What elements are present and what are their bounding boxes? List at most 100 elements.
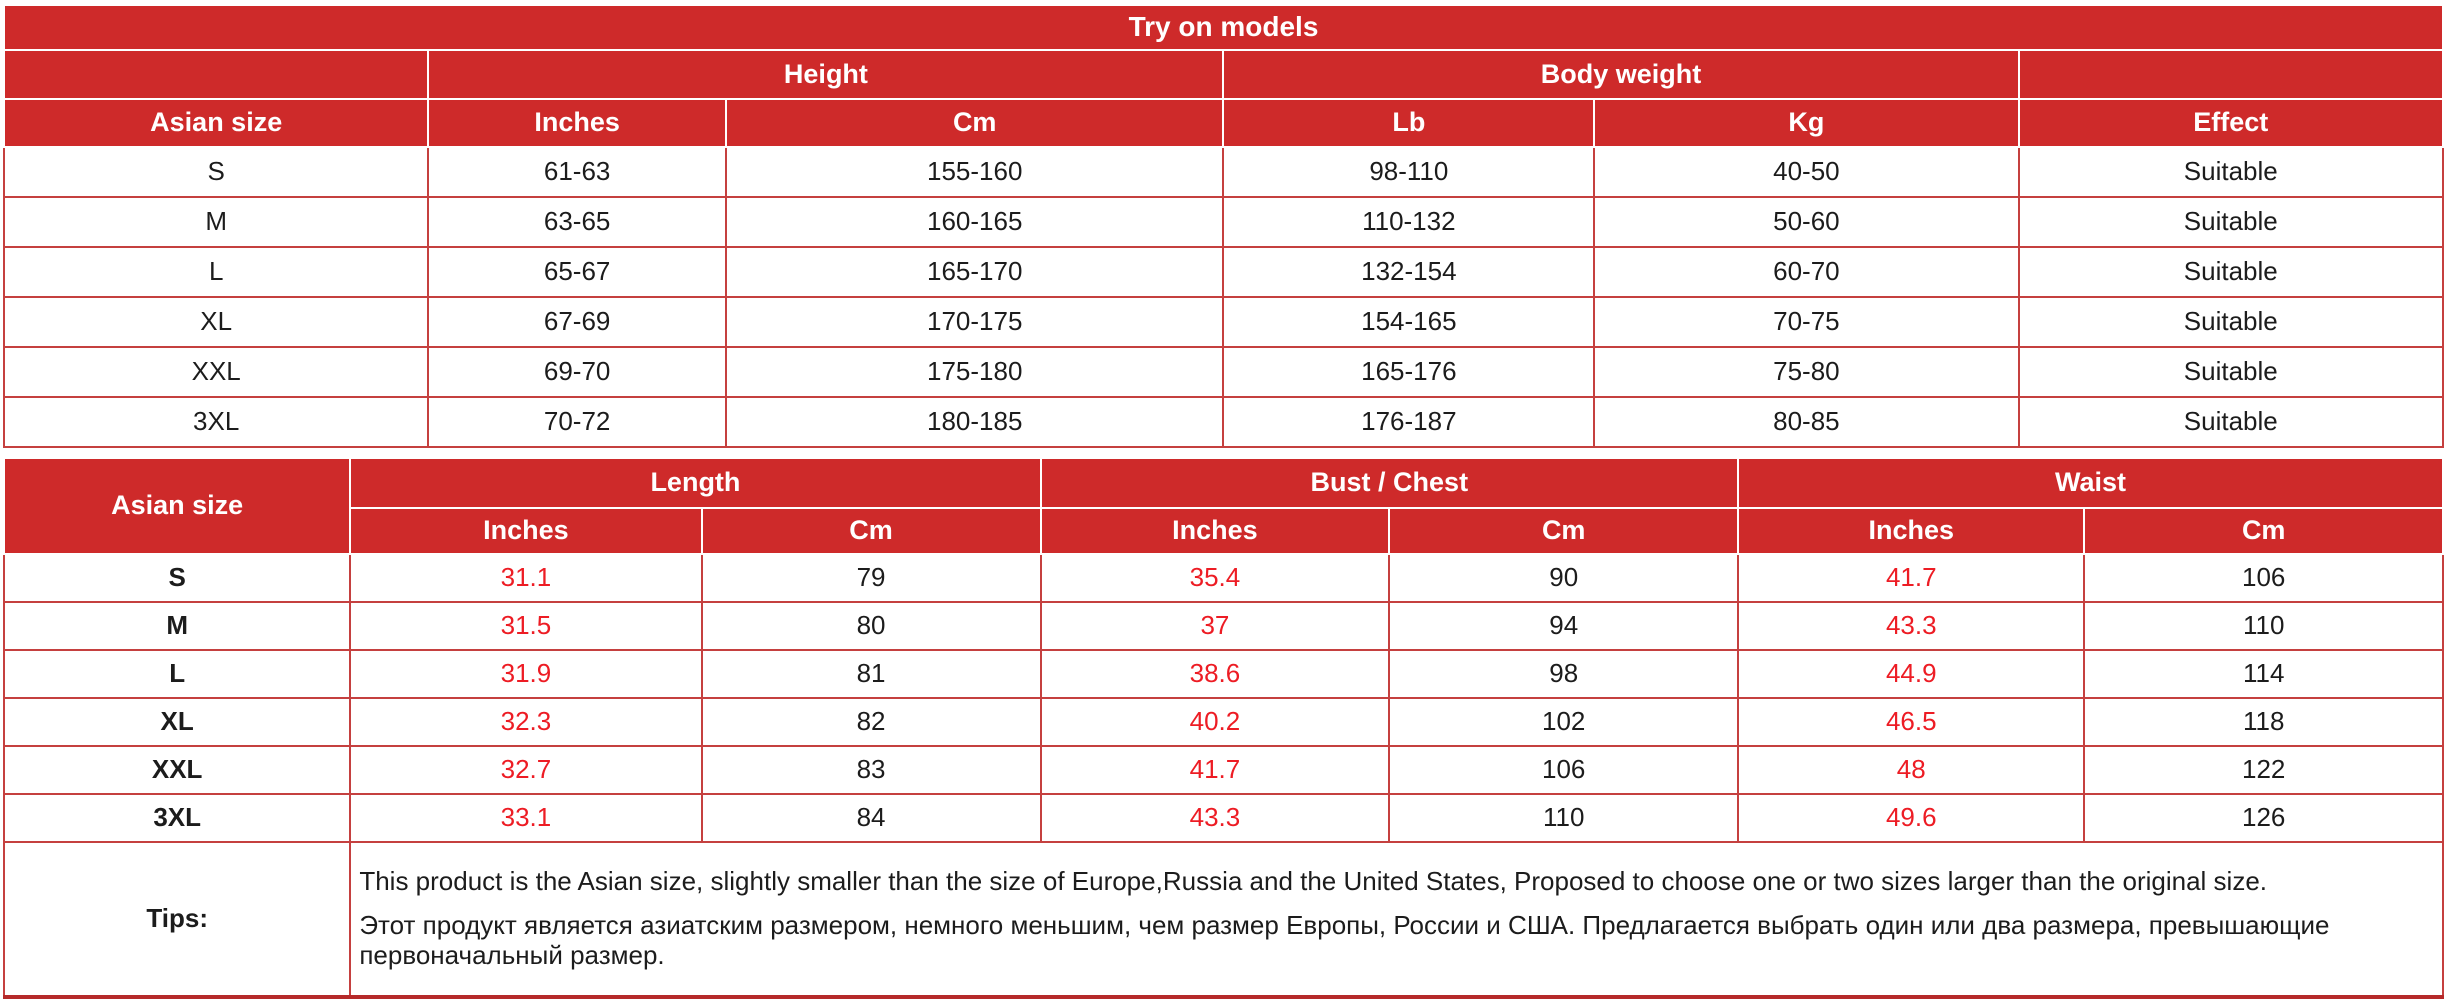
table1-row-L: L 65-67 165-170 132-154 60-70 Suitable	[2, 246, 2445, 298]
height-inches-cell: 65-67	[427, 246, 727, 298]
measurements-table: Asian size Length Bust / Chest Waist Inc…	[2, 457, 2444, 999]
table1-body-weight-group-header: Body weight	[1222, 49, 2020, 100]
table2-subheader-row: Inches Cm Inches Cm Inches Cm	[4, 507, 2444, 555]
table2-waist-group-header: Waist	[1737, 457, 2444, 509]
length-cm-cell: 79	[700, 553, 1042, 603]
table1-lb-header: Lb	[1222, 98, 1596, 148]
tips-row: Tips: This product is the Asian size, sl…	[2, 841, 2444, 998]
waist-cm-cell: 106	[2083, 553, 2444, 603]
length-cm-cell: 84	[700, 793, 1042, 843]
waist-inches-cell: 41.7	[1737, 553, 2086, 603]
waist-cm-cell: 118	[2083, 697, 2444, 747]
size-cell: M	[2, 196, 430, 248]
length-inches-cell: 31.9	[349, 649, 703, 699]
length-inches-cell: 31.1	[349, 553, 703, 603]
table2-bust-inches-header: Inches	[1039, 507, 1391, 555]
table1-effect-header: Effect	[2017, 98, 2445, 148]
length-cm-cell: 82	[700, 697, 1042, 747]
table1-blank-right-cell	[2017, 49, 2445, 100]
waist-inches-cell: 49.6	[1737, 793, 2086, 843]
length-cm-cell: 83	[700, 745, 1042, 795]
table1-inches-header: Inches	[427, 98, 727, 148]
bust-cm-cell: 94	[1388, 601, 1740, 651]
bust-inches-cell: 37	[1039, 601, 1391, 651]
size-cell: XL	[2, 697, 352, 747]
height-cm-cell: 160-165	[724, 196, 1225, 248]
table1-cm-header: Cm	[724, 98, 1225, 148]
table2-row-S: S 31.1 79 35.4 90 41.7 106	[2, 553, 2444, 603]
table2-waist-inches-header: Inches	[1737, 507, 2086, 555]
tips-line-english: This product is the Asian size, slightly…	[359, 866, 2268, 896]
bust-cm-cell: 98	[1388, 649, 1740, 699]
height-cm-cell: 165-170	[724, 246, 1225, 298]
size-cell: 3XL	[2, 793, 352, 843]
effect-cell: Suitable	[2017, 296, 2445, 348]
table2-length-group-header: Length	[349, 457, 1042, 509]
try-on-models-table: Try on models Height Body weight Asian s…	[2, 4, 2445, 448]
table1-group-header-row: Height Body weight	[2, 49, 2445, 100]
bust-cm-cell: 106	[1388, 745, 1740, 795]
weight-kg-cell: 70-75	[1593, 296, 2020, 348]
length-inches-cell: 33.1	[349, 793, 703, 843]
waist-cm-cell: 126	[2083, 793, 2444, 843]
bust-inches-cell: 40.2	[1039, 697, 1391, 747]
table1-row-3XL: 3XL 70-72 180-185 176-187 80-85 Suitable	[2, 396, 2445, 448]
table1-blank-left-cell	[2, 49, 430, 100]
waist-cm-cell: 110	[2083, 601, 2444, 651]
tips-content: This product is the Asian size, slightly…	[349, 841, 2444, 998]
bust-cm-cell: 110	[1388, 793, 1740, 843]
weight-kg-cell: 80-85	[1593, 396, 2020, 448]
height-inches-cell: 63-65	[427, 196, 727, 248]
height-inches-cell: 67-69	[427, 296, 727, 348]
size-cell: S	[2, 553, 352, 603]
size-cell: XXL	[2, 745, 352, 795]
tips-label: Tips:	[2, 841, 352, 998]
waist-cm-cell: 122	[2083, 745, 2444, 795]
weight-lb-cell: 176-187	[1222, 396, 1596, 448]
length-inches-cell: 31.5	[349, 601, 703, 651]
weight-lb-cell: 110-132	[1222, 196, 1596, 248]
table2-row-L: L 31.9 81 38.6 98 44.9 114	[2, 649, 2444, 699]
waist-inches-cell: 43.3	[1737, 601, 2086, 651]
table2-row-XXL: XXL 32.7 83 41.7 106 48 122	[2, 745, 2444, 795]
weight-kg-cell: 40-50	[1593, 146, 2020, 198]
table1-row-S: S 61-63 155-160 98-110 40-50 Suitable	[2, 146, 2445, 198]
size-cell: S	[2, 146, 430, 198]
table2-bust-chest-group-header: Bust / Chest	[1039, 457, 1740, 509]
table2-group-header-row: Asian size Length Bust / Chest Waist	[2, 457, 2444, 555]
table2-length-cm-header: Cm	[700, 507, 1042, 555]
table1-height-group-header: Height	[427, 49, 1225, 100]
table1-row-M: M 63-65 160-165 110-132 50-60 Suitable	[2, 196, 2445, 248]
table2-row-3XL: 3XL 33.1 84 43.3 110 49.6 126	[2, 793, 2444, 843]
height-cm-cell: 155-160	[724, 146, 1225, 198]
table1-kg-header: Kg	[1593, 98, 2020, 148]
table1-title-row: Try on models	[3, 4, 2444, 51]
effect-cell: Suitable	[2017, 246, 2445, 298]
table2-row-M: M 31.5 80 37 94 43.3 110	[2, 601, 2444, 651]
height-cm-cell: 175-180	[724, 346, 1225, 398]
size-cell: L	[2, 246, 430, 298]
weight-lb-cell: 132-154	[1222, 246, 1596, 298]
table2-length-inches-header: Inches	[349, 507, 703, 555]
bust-inches-cell: 38.6	[1039, 649, 1391, 699]
waist-inches-cell: 44.9	[1737, 649, 2086, 699]
table1-row-XXL: XXL 69-70 175-180 165-176 75-80 Suitable	[2, 346, 2445, 398]
weight-kg-cell: 75-80	[1593, 346, 2020, 398]
length-inches-cell: 32.3	[349, 697, 703, 747]
table1-row-XL: XL 67-69 170-175 154-165 70-75 Suitable	[2, 296, 2445, 348]
weight-lb-cell: 154-165	[1222, 296, 1596, 348]
length-inches-cell: 32.7	[349, 745, 703, 795]
bust-inches-cell: 43.3	[1039, 793, 1391, 843]
height-cm-cell: 180-185	[724, 396, 1225, 448]
size-cell: M	[2, 601, 352, 651]
table2-waist-cm-header: Cm	[2083, 507, 2444, 555]
weight-lb-cell: 98-110	[1222, 146, 1596, 198]
effect-cell: Suitable	[2017, 146, 2445, 198]
size-cell: XXL	[2, 346, 430, 398]
effect-cell: Suitable	[2017, 346, 2445, 398]
table1-column-header-row: Asian size Inches Cm Lb Kg Effect	[2, 98, 2445, 148]
length-cm-cell: 80	[700, 601, 1042, 651]
size-cell: L	[2, 649, 352, 699]
waist-cm-cell: 114	[2083, 649, 2444, 699]
table1-asian-size-header: Asian size	[2, 98, 430, 148]
